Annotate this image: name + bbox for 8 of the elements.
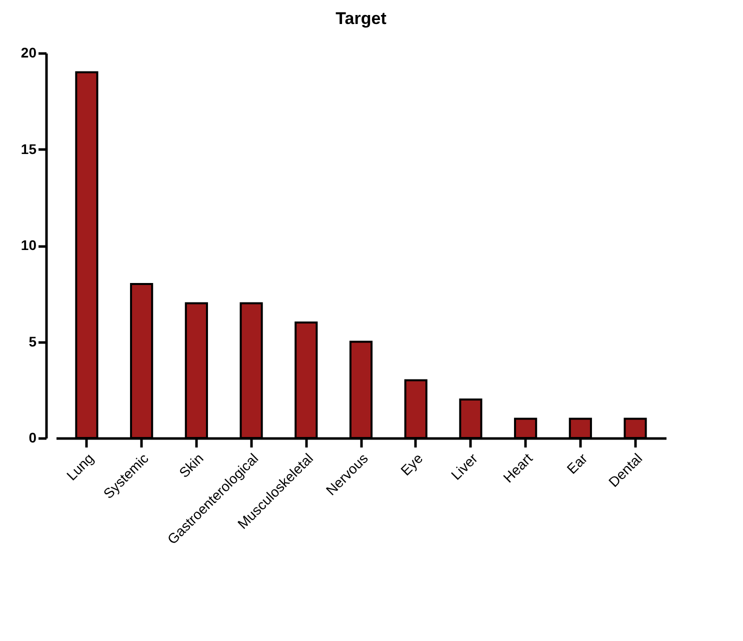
y-tick-label: 5 (28, 333, 37, 350)
y-tick-label: 20 (20, 44, 37, 60)
y-tick-label: 10 (20, 237, 37, 253)
x-tick-label: Eye (397, 450, 426, 478)
x-tick-label: Ear (564, 450, 591, 477)
y-tick-label: 15 (20, 140, 37, 157)
chart-title: Target (336, 9, 387, 28)
y-tick-label: 0 (28, 430, 37, 446)
